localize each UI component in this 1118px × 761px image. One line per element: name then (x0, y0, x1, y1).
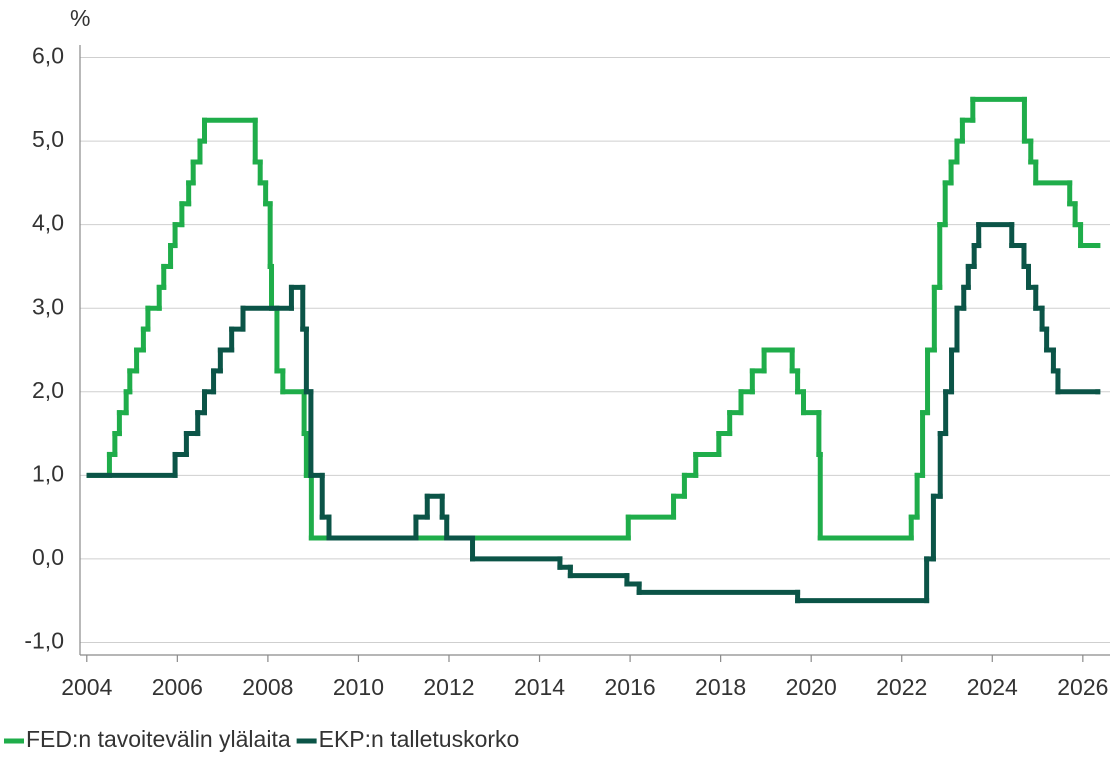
legend-label: EKP:n talletuskorko (319, 726, 520, 752)
x-tick-label: 2018 (695, 674, 746, 700)
x-tick-label: 2022 (876, 674, 927, 700)
y-tick-label: 4,0 (32, 210, 64, 236)
legend-label: FED:n tavoitevälin ylälaita (26, 726, 291, 752)
x-tick-label: 2016 (605, 674, 656, 700)
x-tick-label: 2010 (333, 674, 384, 700)
x-tick-label: 2014 (514, 674, 565, 700)
y-tick-label: 0,0 (32, 544, 64, 570)
x-tick-label: 2008 (242, 674, 293, 700)
y-axis-label: % (70, 5, 90, 31)
y-tick-label: 1,0 (32, 460, 64, 486)
y-tick-label: 2,0 (32, 377, 64, 403)
x-tick-label: 2020 (786, 674, 837, 700)
y-tick-label: -1,0 (24, 628, 64, 654)
y-tick-label: 5,0 (32, 126, 64, 152)
x-tick-label: 2026 (1057, 674, 1108, 700)
x-tick-label: 2012 (423, 674, 474, 700)
x-tick-label: 2024 (967, 674, 1018, 700)
x-tick-label: 2006 (152, 674, 203, 700)
y-tick-label: 3,0 (32, 293, 64, 319)
x-tick-label: 2004 (61, 674, 112, 700)
y-tick-label: 6,0 (32, 43, 64, 69)
